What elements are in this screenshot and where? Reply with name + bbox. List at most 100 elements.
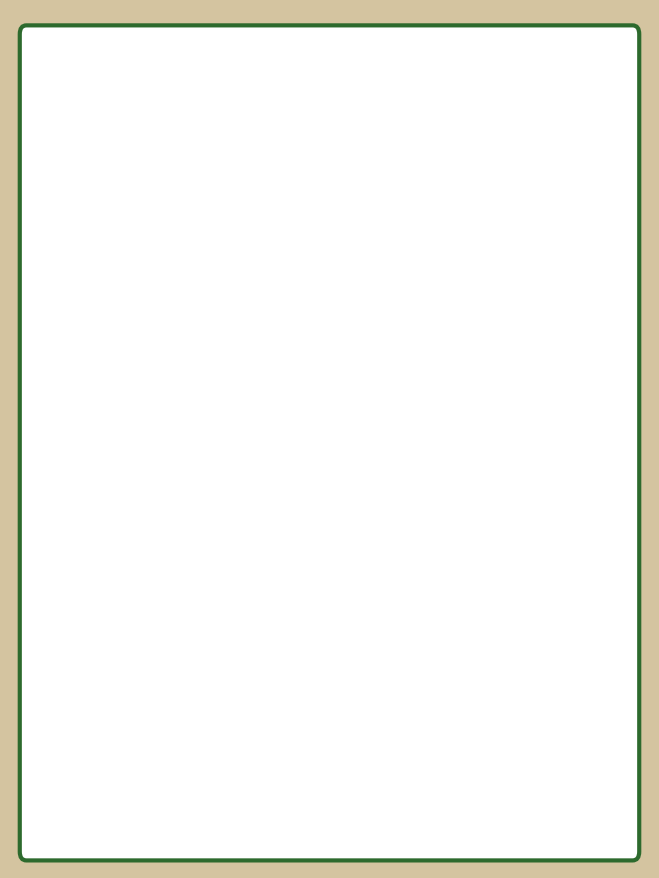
Bar	[254, 457, 264, 467]
Bar	[246, 656, 254, 667]
FancyBboxPatch shape	[523, 310, 592, 357]
Bar	[312, 464, 314, 468]
Bar	[244, 460, 256, 473]
Bar	[434, 481, 445, 497]
Bar	[217, 575, 228, 591]
Bar	[384, 621, 393, 634]
Bar	[343, 661, 346, 666]
Text: TYPICAL LANDFILL GAS: TYPICAL LANDFILL GAS	[136, 148, 535, 177]
Bar	[404, 668, 409, 674]
Bar	[317, 644, 325, 659]
Bar	[401, 498, 405, 503]
Bar	[174, 550, 179, 555]
Bar	[418, 634, 423, 642]
Bar	[313, 507, 318, 512]
Bar	[488, 582, 494, 589]
Bar	[328, 479, 331, 483]
Bar	[215, 644, 227, 658]
FancyBboxPatch shape	[78, 361, 134, 411]
Bar	[395, 468, 403, 479]
Bar	[495, 588, 498, 594]
Bar	[147, 450, 154, 463]
Bar	[382, 471, 389, 479]
Bar	[511, 644, 517, 651]
Bar	[198, 455, 206, 465]
Bar	[266, 451, 272, 458]
Bar	[432, 561, 436, 568]
Bar	[255, 656, 266, 670]
Bar	[223, 622, 233, 634]
Bar	[239, 660, 248, 672]
Bar	[366, 586, 376, 596]
Bar	[304, 454, 315, 468]
Text: EXTRACTION WELL: EXTRACTION WELL	[175, 173, 496, 202]
Bar	[309, 606, 314, 614]
Bar	[493, 629, 501, 639]
Bar	[266, 575, 272, 585]
Bar	[420, 498, 428, 506]
Bar	[256, 626, 264, 639]
Bar	[485, 578, 491, 587]
Bar	[134, 543, 140, 552]
Bar	[270, 499, 273, 502]
Bar	[262, 610, 266, 615]
Bar	[335, 644, 347, 659]
Bar	[478, 618, 482, 623]
Bar	[293, 456, 301, 464]
Bar	[221, 659, 227, 671]
Bar	[420, 460, 423, 464]
Bar	[262, 644, 273, 658]
Bar	[445, 611, 453, 622]
Bar	[328, 572, 335, 582]
Bar	[163, 546, 170, 559]
Bar	[181, 544, 187, 554]
Bar	[164, 547, 168, 553]
Bar	[467, 560, 470, 565]
Bar	[263, 503, 272, 515]
FancyBboxPatch shape	[523, 351, 592, 378]
Bar	[140, 569, 146, 578]
Bar	[226, 575, 229, 579]
Bar	[213, 496, 217, 505]
Bar	[260, 662, 262, 666]
Bar	[497, 495, 505, 505]
Bar	[271, 573, 280, 583]
Bar	[357, 504, 366, 516]
Bar	[507, 565, 509, 569]
Bar	[281, 556, 291, 571]
Bar	[279, 642, 282, 644]
Bar	[352, 657, 357, 662]
Bar	[198, 635, 204, 641]
Bar	[428, 633, 437, 645]
Bar	[180, 545, 190, 557]
Bar	[511, 454, 517, 463]
Bar	[407, 551, 413, 564]
Bar	[219, 654, 226, 668]
Bar	[181, 470, 189, 479]
Bar	[284, 635, 297, 650]
Bar	[395, 620, 407, 635]
Bar	[222, 538, 232, 553]
Bar	[295, 570, 302, 583]
Bar	[384, 472, 395, 486]
Bar	[330, 610, 335, 615]
Bar	[236, 658, 241, 664]
Bar	[403, 665, 407, 673]
Bar	[180, 487, 183, 492]
Bar	[281, 555, 289, 564]
Bar	[494, 622, 496, 627]
Bar	[286, 244, 306, 325]
Bar	[164, 588, 173, 601]
Bar	[399, 641, 407, 650]
Bar	[272, 492, 279, 500]
Text: Cap: Cap	[97, 599, 116, 608]
Bar	[264, 619, 273, 629]
Bar	[488, 558, 497, 572]
Bar	[483, 639, 489, 646]
Bar	[344, 574, 350, 584]
Bar	[189, 560, 194, 569]
Bar	[327, 586, 335, 596]
Bar	[286, 277, 306, 670]
Bar	[273, 430, 318, 464]
Bar	[422, 485, 429, 493]
